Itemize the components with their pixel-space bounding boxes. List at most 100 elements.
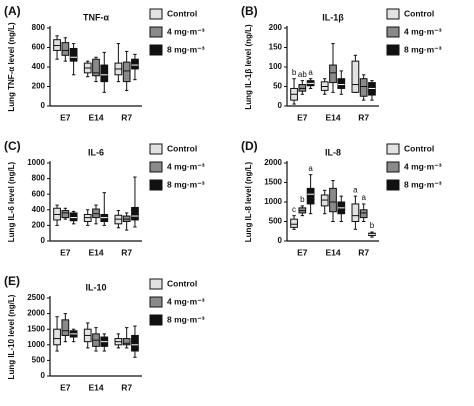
chart-title: IL-10 xyxy=(85,282,106,292)
legend-label: 8 mg·m⁻³ xyxy=(167,314,205,324)
panel: (B) IL-1β Lung IL-1β level (ng/L) 0 50 100 150… xyxy=(241,4,442,122)
legend-swatch xyxy=(149,26,163,38)
legend-label: 8 mg·m⁻³ xyxy=(404,179,442,189)
x-tick-label: E14 xyxy=(88,112,103,122)
y-tick-label: 0 xyxy=(278,236,283,245)
box xyxy=(337,78,346,89)
y-tick-label: 1500 xyxy=(27,324,45,333)
legend-swatch xyxy=(149,278,163,290)
legend-swatch xyxy=(149,314,163,326)
box xyxy=(122,338,131,346)
significance-letter: ab xyxy=(298,70,307,79)
panel: (E) IL-10 Lung IL-10 level (ng/L) 0 500 1000 1… xyxy=(4,274,205,392)
x-tick-label: E7 xyxy=(60,247,71,257)
y-tick-label: 500 xyxy=(269,217,283,226)
legend-swatch xyxy=(386,143,400,155)
significance-letter: c xyxy=(292,205,296,214)
box xyxy=(329,187,337,213)
x-tick-label: E14 xyxy=(88,382,103,392)
box xyxy=(290,218,298,228)
box xyxy=(359,78,368,97)
y-axis-label: Lung IL-6 level (ng/L) xyxy=(7,161,16,242)
legend-label: Control xyxy=(404,143,434,153)
box xyxy=(351,60,360,93)
x-tick-label: E14 xyxy=(88,247,103,257)
box xyxy=(61,319,70,336)
x-tick-label: E7 xyxy=(60,382,71,392)
legend-swatch xyxy=(386,26,400,38)
chart-title: IL-1β xyxy=(322,12,344,22)
legend-swatch xyxy=(149,44,163,56)
chart-title: IL-6 xyxy=(88,147,104,157)
legend-label: Control xyxy=(167,143,197,153)
box xyxy=(53,328,61,346)
legend-label: Control xyxy=(167,8,197,18)
box xyxy=(69,212,78,222)
y-tick-label: 100 xyxy=(269,62,283,71)
y-tick-label: 0 xyxy=(278,101,283,110)
legend-label: 4 mg·m⁻³ xyxy=(404,26,442,36)
legend-label: Control xyxy=(167,278,197,288)
legend-label: 8 mg·m⁻³ xyxy=(167,44,205,54)
panel-label: (A) xyxy=(4,4,21,18)
box xyxy=(131,206,139,221)
x-tick-label: E7 xyxy=(297,247,308,257)
legend-swatch xyxy=(386,8,400,20)
significance-letter: a xyxy=(353,185,358,194)
box xyxy=(351,203,360,222)
legend-label: 4 mg·m⁻³ xyxy=(167,296,205,306)
panel-label: (E) xyxy=(4,274,20,288)
box xyxy=(329,64,337,84)
significance-letter: a xyxy=(308,164,313,173)
significance-letter: b xyxy=(292,68,297,77)
significance-letter: a xyxy=(308,68,313,77)
y-tick-label: 2000 xyxy=(27,309,45,318)
legend-label: Control xyxy=(404,8,434,18)
y-tick-label: 400 xyxy=(32,62,46,71)
y-tick-label: 800 xyxy=(32,174,46,183)
significance-letter: b xyxy=(370,221,375,230)
y-tick-label: 150 xyxy=(269,43,283,52)
y-tick-label: 800 xyxy=(32,23,46,32)
box xyxy=(131,334,139,352)
significance-letter: b xyxy=(300,195,305,204)
legend-label: 4 mg·m⁻³ xyxy=(167,161,205,171)
y-tick-label: 600 xyxy=(32,189,46,198)
box xyxy=(92,58,100,77)
legend-swatch xyxy=(149,8,163,20)
box xyxy=(100,64,109,83)
x-tick-label: R7 xyxy=(358,112,369,122)
panel: (D) IL-8 Lung IL-8 level (ng/L) 0 500 1000 150… xyxy=(241,139,442,257)
y-tick-label: 1500 xyxy=(264,178,282,187)
legend-swatch xyxy=(386,44,400,56)
box xyxy=(306,187,315,205)
y-tick-label: 1000 xyxy=(27,158,45,167)
y-tick-label: 2500 xyxy=(27,293,45,302)
y-tick-label: 2000 xyxy=(264,158,282,167)
box xyxy=(61,42,70,56)
legend-swatch xyxy=(149,143,163,155)
legend-swatch xyxy=(149,179,163,191)
y-axis-label: Lung IL-8 level (ng/L) xyxy=(244,161,253,242)
y-tick-label: 0 xyxy=(41,101,46,110)
x-tick-label: R7 xyxy=(121,382,132,392)
y-tick-label: 400 xyxy=(32,205,46,214)
box xyxy=(298,84,307,92)
panel-label: (D) xyxy=(241,139,258,153)
y-tick-label: 200 xyxy=(269,23,283,32)
y-tick-label: 200 xyxy=(32,221,46,230)
y-tick-label: 600 xyxy=(32,43,46,52)
x-tick-label: E7 xyxy=(60,112,71,122)
x-tick-label: R7 xyxy=(121,112,132,122)
chart-title: IL-8 xyxy=(325,147,341,157)
panel-label: (B) xyxy=(241,4,258,18)
legend-swatch xyxy=(386,161,400,173)
legend-swatch xyxy=(149,161,163,173)
legend-label: 8 mg·m⁻³ xyxy=(404,44,442,54)
box xyxy=(131,58,139,70)
y-tick-label: 0 xyxy=(41,371,46,380)
x-tick-label: E7 xyxy=(297,112,308,122)
y-tick-label: 1000 xyxy=(27,340,45,349)
panel: (A) TNF-α Lung TNF-α level (ng/L) 0 200 400 60… xyxy=(4,4,205,122)
significance-letter: a xyxy=(361,193,366,202)
